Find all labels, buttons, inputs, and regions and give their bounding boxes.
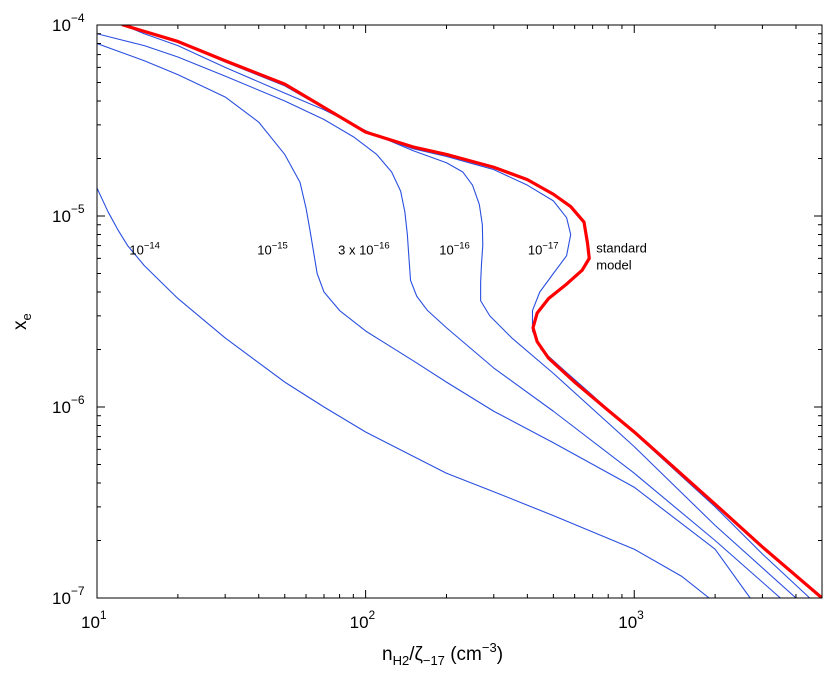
y-tick-label: 10−7 [52, 584, 85, 608]
x-tick-label: 101 [81, 608, 107, 632]
y-tick-label: 10−6 [52, 393, 85, 417]
curve-label-standard-model: standard model [596, 240, 647, 272]
curve-label-1e-16: 10−16 [439, 240, 470, 257]
curve-labels-layer: 10−14 10−15 3 x 10−16 10−16 10−17 standard mod… [129, 240, 646, 272]
x-tick-label: 103 [618, 608, 644, 632]
series-line-standard-model [121, 25, 822, 598]
curve-label-1e-15: 10−15 [257, 240, 288, 257]
series-line-1e-16 [122, 25, 797, 598]
curve-label-3e-16: 3 x 10−16 [338, 240, 390, 257]
curve-label-1e-14: 10−14 [129, 240, 160, 257]
x-tick-label: 102 [350, 608, 376, 632]
x-axis-label: nH2/ζ−17 (cm−3) [382, 640, 503, 668]
series-line-1e-15 [97, 42, 751, 598]
curves-layer [97, 25, 822, 598]
series-line-1e-14 [97, 187, 710, 598]
y-axis-label: xe [10, 313, 34, 330]
y-tick-label: 10−5 [52, 202, 85, 226]
series-line-1e-17 [122, 25, 811, 598]
plot-frame [96, 24, 823, 599]
series-line-3e-16 [97, 33, 781, 598]
y-tick-label: 10−4 [52, 11, 85, 35]
curve-label-1e-17: 10−17 [528, 240, 559, 257]
axes-layer: 101 102 103 10−7 10−6 10−5 10−4 nH2/ζ−17 (cm−3)… [10, 11, 823, 668]
